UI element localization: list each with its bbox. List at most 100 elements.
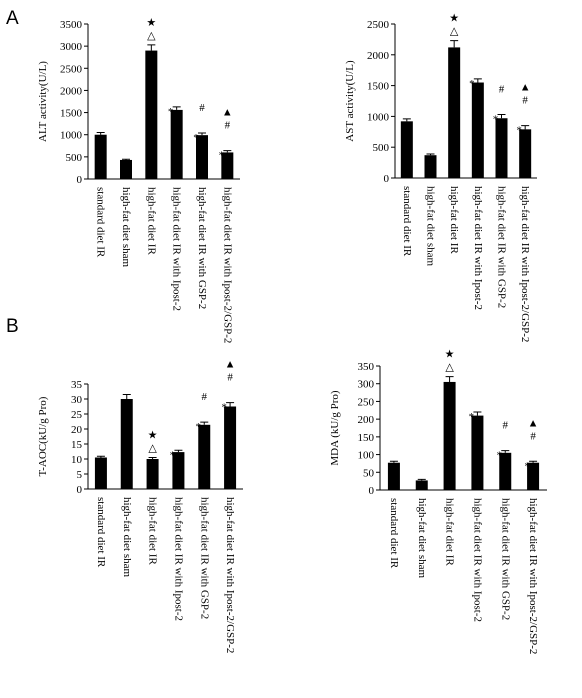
bar	[198, 424, 211, 489]
y-tick-label: 1500	[60, 108, 83, 120]
annotation: *	[469, 411, 475, 423]
error-bar	[226, 402, 235, 407]
y-tick-label: 250	[358, 396, 375, 408]
bar	[471, 82, 484, 178]
y-tick-label: 0	[77, 484, 83, 496]
y-tick-label: 1000	[367, 111, 390, 123]
error-bar	[450, 40, 459, 48]
error-bar	[198, 132, 206, 136]
x-tick-label: standard diet IR	[401, 186, 413, 257]
panel-label: A	[6, 8, 19, 29]
x-tick-label: high-fat diet sham	[416, 498, 428, 578]
y-tick-label: 2500	[367, 19, 390, 31]
bar	[499, 452, 512, 490]
annotation: ▲	[528, 417, 539, 429]
annotation: ▲	[520, 82, 531, 94]
error-bar	[174, 449, 183, 453]
y-tick-label: 3000	[60, 41, 83, 53]
y-tick-label: 20	[71, 424, 83, 436]
x-tick-label: high-fat diet IR with Ipost-2	[472, 186, 484, 310]
bar	[94, 134, 107, 179]
error-bar	[223, 150, 232, 153]
error-bar	[172, 106, 181, 110]
annotation: △	[450, 26, 459, 38]
error-bar	[389, 460, 398, 463]
x-tick-label: high-fat diet IR with Ipost-2/GSP-2	[221, 187, 233, 343]
error-bar	[497, 114, 506, 119]
error-bar	[200, 421, 209, 425]
annotation: ★	[449, 13, 459, 25]
y-axis-label: AST activity(U/L)	[344, 60, 356, 142]
y-axis-label: MDA (kU/g Pro)	[329, 390, 341, 466]
annotation: ▲	[222, 107, 233, 119]
bar	[170, 109, 183, 179]
annotation: #	[199, 102, 205, 114]
annotation: ★	[146, 17, 156, 29]
error-bar	[445, 376, 454, 382]
y-axis-label: ALT activity(U/L)	[37, 61, 49, 142]
annotation: △	[148, 443, 157, 455]
bar	[146, 459, 159, 489]
annotation: #	[202, 391, 208, 403]
bar	[387, 462, 400, 490]
x-tick-label: high-fat diet IR with GSP-2	[196, 187, 208, 309]
x-tick-label: high-fat diet IR	[147, 497, 159, 565]
x-tick-label: high-fat diet IR with Ipost-2/GSP-2	[519, 186, 531, 342]
bar	[221, 152, 234, 179]
y-axis-label: T-AOC(kU/g Pro)	[37, 396, 49, 476]
annotation: *	[524, 460, 530, 472]
y-tick-label: 30	[71, 394, 83, 406]
annotation: △	[445, 362, 454, 374]
x-tick-label: standard diet IR	[95, 497, 107, 568]
y-tick-label: 100	[358, 450, 375, 462]
x-tick-label: high-fat diet sham	[120, 187, 132, 267]
annotation: *	[219, 150, 225, 162]
y-tick-label: 1500	[367, 81, 390, 93]
annotation: *	[168, 106, 174, 118]
x-tick-label: high-fat diet IR with GSP-2	[496, 186, 508, 308]
annotation: *	[193, 132, 199, 144]
y-tick-label: 0	[384, 173, 390, 185]
y-tick-label: 500	[373, 142, 390, 154]
error-bar	[521, 125, 530, 130]
x-tick-label: high-fat diet IR	[448, 186, 460, 254]
bar	[519, 129, 532, 178]
annotation: #	[503, 420, 509, 432]
error-bar	[122, 394, 131, 399]
error-bar	[147, 44, 156, 51]
y-tick-label: 2000	[60, 85, 83, 97]
y-tick-label: 2500	[60, 63, 83, 75]
x-tick-label: high-fat diet IR with GSP-2	[499, 498, 511, 620]
y-tick-label: 15	[71, 439, 83, 451]
annotation: ★	[148, 430, 158, 442]
annotation: *	[196, 421, 202, 433]
annotation: *	[516, 125, 522, 137]
annotation: *	[170, 449, 176, 461]
bar	[424, 155, 437, 178]
bar	[415, 480, 428, 490]
bar	[120, 159, 132, 179]
error-bar	[402, 118, 411, 122]
y-tick-label: 5	[77, 469, 83, 481]
error-bar	[473, 411, 482, 416]
y-tick-label: 150	[358, 432, 375, 444]
y-tick-label: 1000	[60, 130, 83, 142]
x-tick-label: standard diet IR	[95, 187, 107, 258]
bar	[196, 135, 208, 179]
x-tick-label: high-fat diet IR	[444, 498, 456, 566]
annotation: #	[530, 430, 536, 442]
y-tick-label: 350	[358, 361, 375, 373]
x-tick-label: high-fat diet sham	[425, 186, 437, 266]
error-bar	[148, 457, 157, 459]
bar	[172, 452, 185, 489]
y-tick-label: 500	[66, 152, 83, 164]
annotation: #	[522, 95, 528, 107]
bar	[400, 121, 413, 178]
error-bar	[96, 455, 105, 458]
x-tick-label: high-fat diet IR	[145, 187, 157, 255]
bar	[120, 399, 133, 489]
x-tick-label: standard diet IR	[388, 498, 400, 569]
x-tick-label: high-fat diet IR with Ipost-2	[172, 497, 184, 621]
x-tick-label: high-fat diet IR with Ipost-2/GSP-2	[527, 498, 539, 654]
